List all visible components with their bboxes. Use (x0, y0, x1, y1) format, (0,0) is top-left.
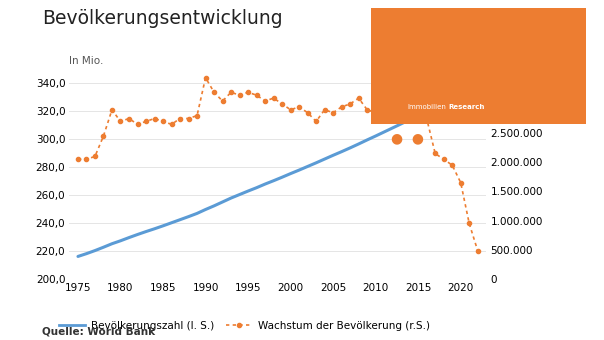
Bar (371, 0, 604, 124)
Text: Immobilien: Immobilien (408, 104, 446, 110)
Text: Bevölkerungsentwicklung: Bevölkerungsentwicklung (42, 8, 283, 28)
Text: Research: Research (449, 104, 485, 110)
Text: ●  ●: ● ● (391, 131, 425, 145)
Text: Quelle: World Bank: Quelle: World Bank (42, 327, 155, 337)
Text: In Mio.: In Mio. (69, 56, 104, 66)
Legend: Bevölkerungszahl (l. S.), Wachstum der Bevölkerung (r.S.): Bevölkerungszahl (l. S.), Wachstum der B… (55, 317, 434, 335)
